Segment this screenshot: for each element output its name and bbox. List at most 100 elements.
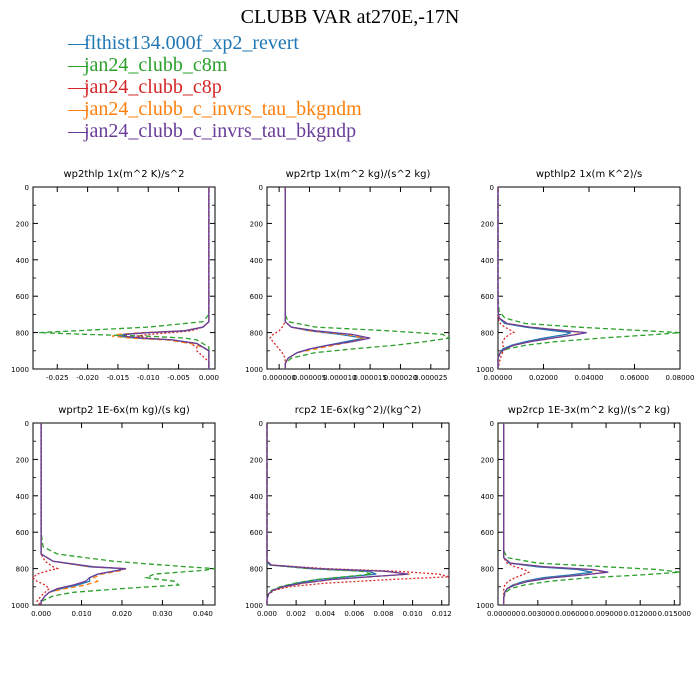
y-tick-label: 1000 <box>245 602 263 610</box>
chart-panel: wp2rcp 1E-3x(m^2 kg)/(s^2 kg) 0 200 400 600 8… <box>476 405 691 618</box>
y-tick-label: 400 <box>16 257 29 265</box>
x-tick-label: 0.000 <box>199 374 219 382</box>
legend-swatch: — <box>68 54 88 76</box>
x-tick-label: 0.02000 <box>529 374 558 382</box>
y-tick-label: 600 <box>250 293 263 301</box>
x-tick-label: 0.08000 <box>666 374 695 382</box>
x-tick-label: 0.06000 <box>620 374 649 382</box>
y-tick-label: 1000 <box>245 366 263 374</box>
legend-item: —jan24_clubb_c8p <box>68 76 362 98</box>
series-line <box>117 187 210 369</box>
y-tick-label: 600 <box>481 293 494 301</box>
chart-title: wp2rcp 1E-3x(m^2 kg)/(s^2 kg) <box>508 405 671 416</box>
figure-title: CLUBB VAR at270E,-17N <box>240 6 460 28</box>
y-tick-label: 1000 <box>476 366 494 374</box>
x-tick-label: 0.002 <box>286 610 306 618</box>
series-line <box>266 423 409 605</box>
y-tick-label: 1000 <box>11 602 29 610</box>
series-line <box>32 423 60 606</box>
plot-frame <box>266 186 450 370</box>
legend-label: jan24_clubb_c_invrs_tau_bkgndm <box>84 98 362 120</box>
y-tick-label: 0 <box>490 184 494 192</box>
x-tick-label: 0.008 <box>373 610 393 618</box>
x-tick-label: -0.015 <box>107 374 130 382</box>
x-tick-label: -0.010 <box>137 374 160 382</box>
series-line <box>503 423 609 605</box>
series-line <box>284 187 371 369</box>
y-tick-label: 0 <box>25 420 29 428</box>
x-tick-label: 0.030 <box>152 610 172 618</box>
series-line <box>135 187 210 369</box>
legend-label: jan24_clubb_c8p <box>84 76 222 98</box>
chart-panel: wp2rtp 1x(m^2 kg)/(s^2 kg) 0 200 400 600 800 1… <box>245 169 451 382</box>
y-tick-label: 800 <box>481 330 494 338</box>
chart-title: rcp2 1E-6x(kg^2)/(kg^2) <box>295 405 422 416</box>
y-tick-label: 600 <box>250 529 263 537</box>
y-tick-label: 800 <box>16 330 29 338</box>
y-tick-label: 800 <box>481 566 494 574</box>
x-tick-label: -0.025 <box>46 374 69 382</box>
y-tick-label: 800 <box>250 330 263 338</box>
y-tick-label: 400 <box>16 493 29 501</box>
series-line <box>497 187 587 369</box>
legend-swatch: — <box>68 98 88 120</box>
series-line <box>503 423 531 605</box>
x-tick-label: 0.004 <box>315 610 336 618</box>
chart-panel: wprtp2 1E-6x(m kg)/(s kg) 0 200 400 600 800 10… <box>11 405 216 618</box>
legend-item: —jan24_clubb_c_invrs_tau_bkgndp <box>68 120 362 142</box>
x-tick-label: 0.003000 <box>521 610 554 618</box>
y-tick-label: 200 <box>250 456 263 464</box>
chart-title: wp2rtp 1x(m^2 kg)/(s^2 kg) <box>286 169 431 180</box>
series-line <box>40 423 127 605</box>
y-tick-label: 600 <box>16 529 29 537</box>
x-tick-label: 0.000005 <box>293 374 326 382</box>
legend-swatch: — <box>68 120 88 142</box>
x-tick-label: 0.009000 <box>589 610 622 618</box>
y-tick-label: 400 <box>481 257 494 265</box>
legend-swatch: — <box>68 32 88 54</box>
chart-title: wp2thlp 1x(m^2 K)/s^2 <box>63 169 184 180</box>
y-tick-label: 600 <box>481 529 494 537</box>
x-tick-label: 0.010 <box>403 610 423 618</box>
y-tick-label: 600 <box>16 293 29 301</box>
x-tick-label: 0.000025 <box>414 374 447 382</box>
series-line <box>503 423 681 605</box>
x-tick-label: 0.040 <box>193 610 213 618</box>
legend: —flthist134.000f_xp2_revert —jan24_clubb… <box>68 32 362 142</box>
y-tick-label: 800 <box>250 566 263 574</box>
y-tick-label: 200 <box>481 456 494 464</box>
x-tick-label: 0.006 <box>344 610 365 618</box>
y-tick-label: 0 <box>25 184 29 192</box>
legend-label: jan24_clubb_c8m <box>84 54 228 76</box>
y-tick-label: 400 <box>250 493 263 501</box>
series-line <box>40 423 123 605</box>
series-line <box>497 187 572 369</box>
legend-item: —jan24_clubb_c_invrs_tau_bkgndm <box>68 98 362 120</box>
x-tick-label: 0.010 <box>72 610 92 618</box>
chart-title: wpthlp2 1x(m K^2)/s <box>536 169 642 180</box>
x-tick-label: -0.020 <box>76 374 99 382</box>
series-line <box>266 423 372 605</box>
series-line <box>497 187 585 369</box>
x-tick-label: 0.000 <box>257 610 277 618</box>
y-tick-label: 0 <box>490 420 494 428</box>
series-line <box>40 423 127 605</box>
y-tick-label: 200 <box>250 220 263 228</box>
y-tick-label: 200 <box>16 220 29 228</box>
x-tick-label: 0.012 <box>432 610 452 618</box>
chart-panel: wpthlp2 1x(m K^2)/s 0 200 400 600 800 10000.00… <box>476 169 694 382</box>
legend-label: jan24_clubb_c_invrs_tau_bkgndp <box>84 120 357 142</box>
x-tick-label: 0.04000 <box>575 374 604 382</box>
x-tick-label: 0.000020 <box>384 374 417 382</box>
chart-panel: wp2thlp 1x(m^2 K)/s^2 0 200 400 600 800 1000 -0… <box>11 169 219 382</box>
x-tick-label: 0.000010 <box>323 374 356 382</box>
x-tick-label: 0.012000 <box>623 610 656 618</box>
x-tick-label: 0.00000 <box>484 374 513 382</box>
legend-label: flthist134.000f_xp2_revert <box>84 32 299 54</box>
legend-swatch: — <box>68 76 88 98</box>
y-tick-label: 1000 <box>476 602 494 610</box>
y-tick-label: 200 <box>16 456 29 464</box>
y-tick-label: 400 <box>250 257 263 265</box>
x-tick-label: 0.015000 <box>658 610 691 618</box>
